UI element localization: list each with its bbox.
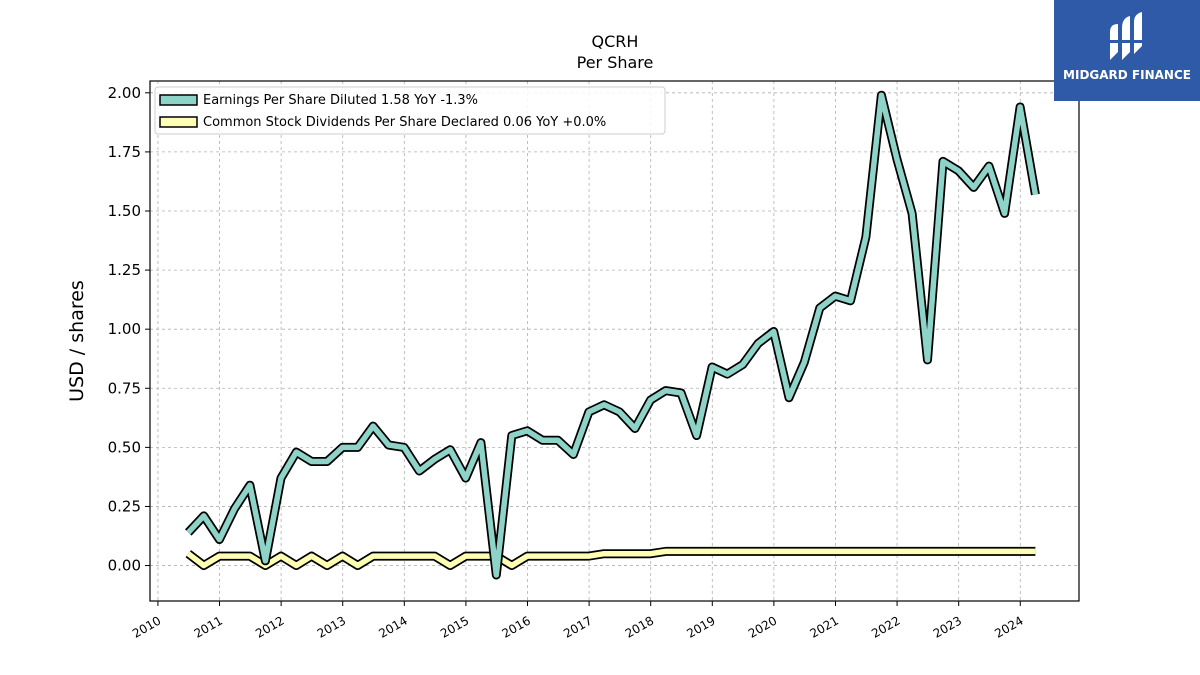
y-tick-label: 1.00 (108, 320, 141, 338)
y-tick-label: 0.50 (108, 438, 141, 456)
x-axis: 2010 2011 2012 2013 2014 2015 2016 2017 2018 2019… (130, 601, 1026, 641)
x-tick-label: 2011 (192, 613, 225, 640)
y-tick-label: 0.75 (108, 379, 141, 397)
x-tick-label: 2023 (931, 613, 964, 640)
legend-label-eps: Earnings Per Share Diluted 1.58 YoY -1.3… (203, 93, 478, 108)
x-tick-label: 2020 (746, 613, 779, 640)
y-tick-label: 2.00 (108, 84, 141, 102)
x-tick-label: 2024 (992, 613, 1025, 640)
x-tick-label: 2022 (869, 613, 902, 640)
x-tick-label: 2014 (376, 613, 409, 640)
chart-title: QCRH (592, 32, 639, 51)
plot-frame (149, 80, 1080, 602)
y-tick-label: 0.25 (108, 497, 141, 515)
series-outline-0 (185, 90, 1040, 580)
legend-swatch-eps (159, 94, 198, 106)
logo-mark-icon (1108, 12, 1144, 60)
legend-label-dividends: Common Stock Dividends Per Share Declare… (203, 115, 606, 130)
y-axis: 0.00 0.25 0.50 0.75 1.00 1.25 1.50 1.75 2.00 (108, 84, 150, 575)
x-tick-label: 2019 (684, 613, 717, 640)
y-axis-label: USD / shares (66, 280, 88, 402)
x-tick-label: 2016 (500, 613, 533, 640)
x-tick-label: 2010 (130, 613, 163, 640)
legend-box (154, 86, 666, 135)
y-tick-label: 1.50 (108, 202, 141, 220)
series-line-0 (186, 92, 1039, 578)
x-tick-label: 2017 (561, 613, 594, 640)
series-line-1 (186, 548, 1036, 569)
brand-name: MIDGARD FINANCE (1063, 68, 1191, 82)
legend: Earnings Per Share Diluted 1.58 YoY -1.3… (154, 86, 666, 135)
x-tick-label: 2013 (315, 613, 348, 640)
series-layer (185, 90, 1040, 580)
y-tick-label: 0.00 (108, 557, 141, 575)
chart-subtitle: Per Share (577, 53, 654, 72)
x-tick-label: 2012 (253, 613, 286, 640)
legend-swatch-dividends (159, 116, 198, 128)
brand-logo: MIDGARD FINANCE (1054, 0, 1200, 101)
x-tick-label: 2021 (808, 613, 841, 640)
x-tick-label: 2015 (438, 613, 471, 640)
x-tick-label: 2018 (623, 613, 656, 640)
y-tick-label: 1.25 (108, 261, 141, 279)
y-tick-label: 1.75 (108, 143, 141, 161)
